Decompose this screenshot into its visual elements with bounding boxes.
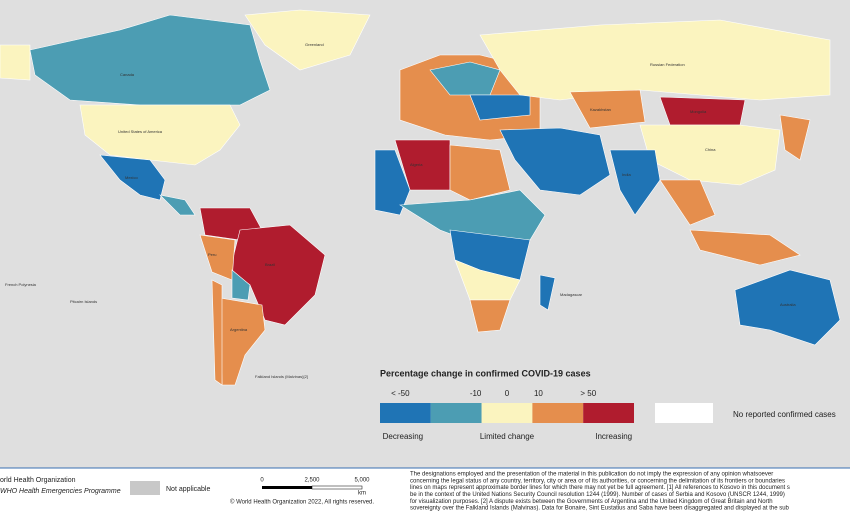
legend-scale-label: > 50 bbox=[580, 389, 596, 398]
org-name: orld Health Organization bbox=[0, 477, 76, 484]
disclaimer-line: The designations employed and the presen… bbox=[410, 472, 773, 478]
greenland bbox=[244, 9, 371, 71]
legend-class-label: Increasing bbox=[595, 432, 632, 441]
legend-swatch bbox=[430, 403, 482, 423]
kazakhstan bbox=[569, 89, 646, 129]
scale-unit: km bbox=[358, 491, 366, 497]
central-america bbox=[159, 194, 196, 216]
legend-title: Percentage change in confirmed COVID-19 … bbox=[380, 368, 591, 378]
mexico bbox=[99, 154, 166, 201]
countries bbox=[0, 9, 841, 386]
map-label: Madagascar bbox=[560, 292, 583, 297]
map-label: Canada bbox=[120, 72, 135, 77]
map-label: Algeria bbox=[410, 162, 423, 167]
disclaimer-line: for visualization purposes. [2] A disput… bbox=[410, 499, 773, 505]
indonesia bbox=[689, 229, 801, 266]
se-asia bbox=[659, 179, 716, 226]
australia bbox=[734, 269, 841, 346]
legend-scale-label: -10 bbox=[470, 389, 482, 398]
map-label: Peru bbox=[208, 252, 216, 257]
scale-label: 0 bbox=[260, 478, 264, 484]
map-label: Mexico bbox=[125, 175, 138, 180]
map-label: China bbox=[705, 147, 716, 152]
scale-label: 2,500 bbox=[304, 478, 320, 484]
copyright: © World Health Organization 2022, All ri… bbox=[230, 499, 374, 506]
madagascar bbox=[539, 274, 556, 311]
legend-scale-label: < -50 bbox=[391, 389, 410, 398]
russia bbox=[479, 19, 831, 101]
disclaimer-line: sovereignty over the Falkland Islands (M… bbox=[410, 506, 790, 512]
map-label: Mongolia bbox=[690, 109, 707, 114]
legend-swatch bbox=[583, 403, 634, 423]
europe-east bbox=[469, 94, 531, 121]
disclaimer: The designations employed and the presen… bbox=[410, 472, 790, 512]
india bbox=[609, 149, 661, 216]
scale-bar bbox=[311, 485, 363, 490]
scale-bar bbox=[262, 486, 312, 489]
southern-africa bbox=[454, 259, 521, 301]
map-labels: Greenland Canada United States of Americ… bbox=[5, 42, 796, 379]
bolivia bbox=[231, 269, 251, 301]
disclaimer-line: concerning the legal status of any count… bbox=[410, 478, 785, 484]
legend-swatch bbox=[481, 403, 533, 423]
map-label: Brazil bbox=[265, 262, 275, 267]
alaska bbox=[0, 44, 31, 81]
china bbox=[639, 124, 781, 186]
legend-swatch bbox=[380, 403, 431, 423]
legend: < -50 -10 0 10 > 50 Decreasing Limited change I… bbox=[380, 389, 634, 441]
map-label: Kazakhstan bbox=[590, 107, 611, 112]
map-label: Greenland bbox=[305, 42, 324, 47]
map-label: French Polynesia bbox=[5, 282, 37, 287]
central-africa bbox=[399, 189, 546, 246]
map-label: Falkland Islands (Malvinas)[2] bbox=[255, 374, 308, 379]
no-cases-label: No reported confirmed cases bbox=[733, 410, 836, 419]
west-africa bbox=[374, 149, 411, 216]
scale-label: 5,000 bbox=[354, 478, 370, 484]
canada bbox=[29, 14, 271, 106]
disclaimer-line: be in the context of the United Nations … bbox=[410, 492, 785, 498]
legend-class-label: Limited change bbox=[480, 432, 535, 441]
north-africa bbox=[449, 144, 511, 201]
map-label: India bbox=[622, 172, 631, 177]
not-applicable-label: Not applicable bbox=[166, 486, 210, 493]
map-label: Pitcairn Islands bbox=[70, 299, 97, 304]
disclaimer-line: lines on maps represent approximate bord… bbox=[410, 485, 790, 491]
legend-swatch bbox=[532, 403, 584, 423]
europe-north bbox=[429, 61, 501, 96]
legend-scale-label: 10 bbox=[534, 389, 543, 398]
map-label: Argentina bbox=[230, 327, 248, 332]
middle-east bbox=[499, 127, 611, 196]
legend-scale-label: 0 bbox=[505, 389, 510, 398]
japan bbox=[779, 114, 811, 161]
south-africa bbox=[469, 299, 511, 333]
no-cases-swatch bbox=[655, 403, 713, 423]
chile bbox=[211, 279, 223, 386]
usa bbox=[79, 104, 241, 166]
not-applicable-swatch bbox=[130, 481, 160, 495]
legend-class-label: Decreasing bbox=[383, 432, 423, 441]
map-label: Australia bbox=[780, 302, 796, 307]
map-label: United States of America bbox=[118, 129, 163, 134]
map-label: Russian Federation bbox=[650, 62, 685, 67]
programme: WHO Health Emergencies Programme bbox=[0, 488, 121, 495]
